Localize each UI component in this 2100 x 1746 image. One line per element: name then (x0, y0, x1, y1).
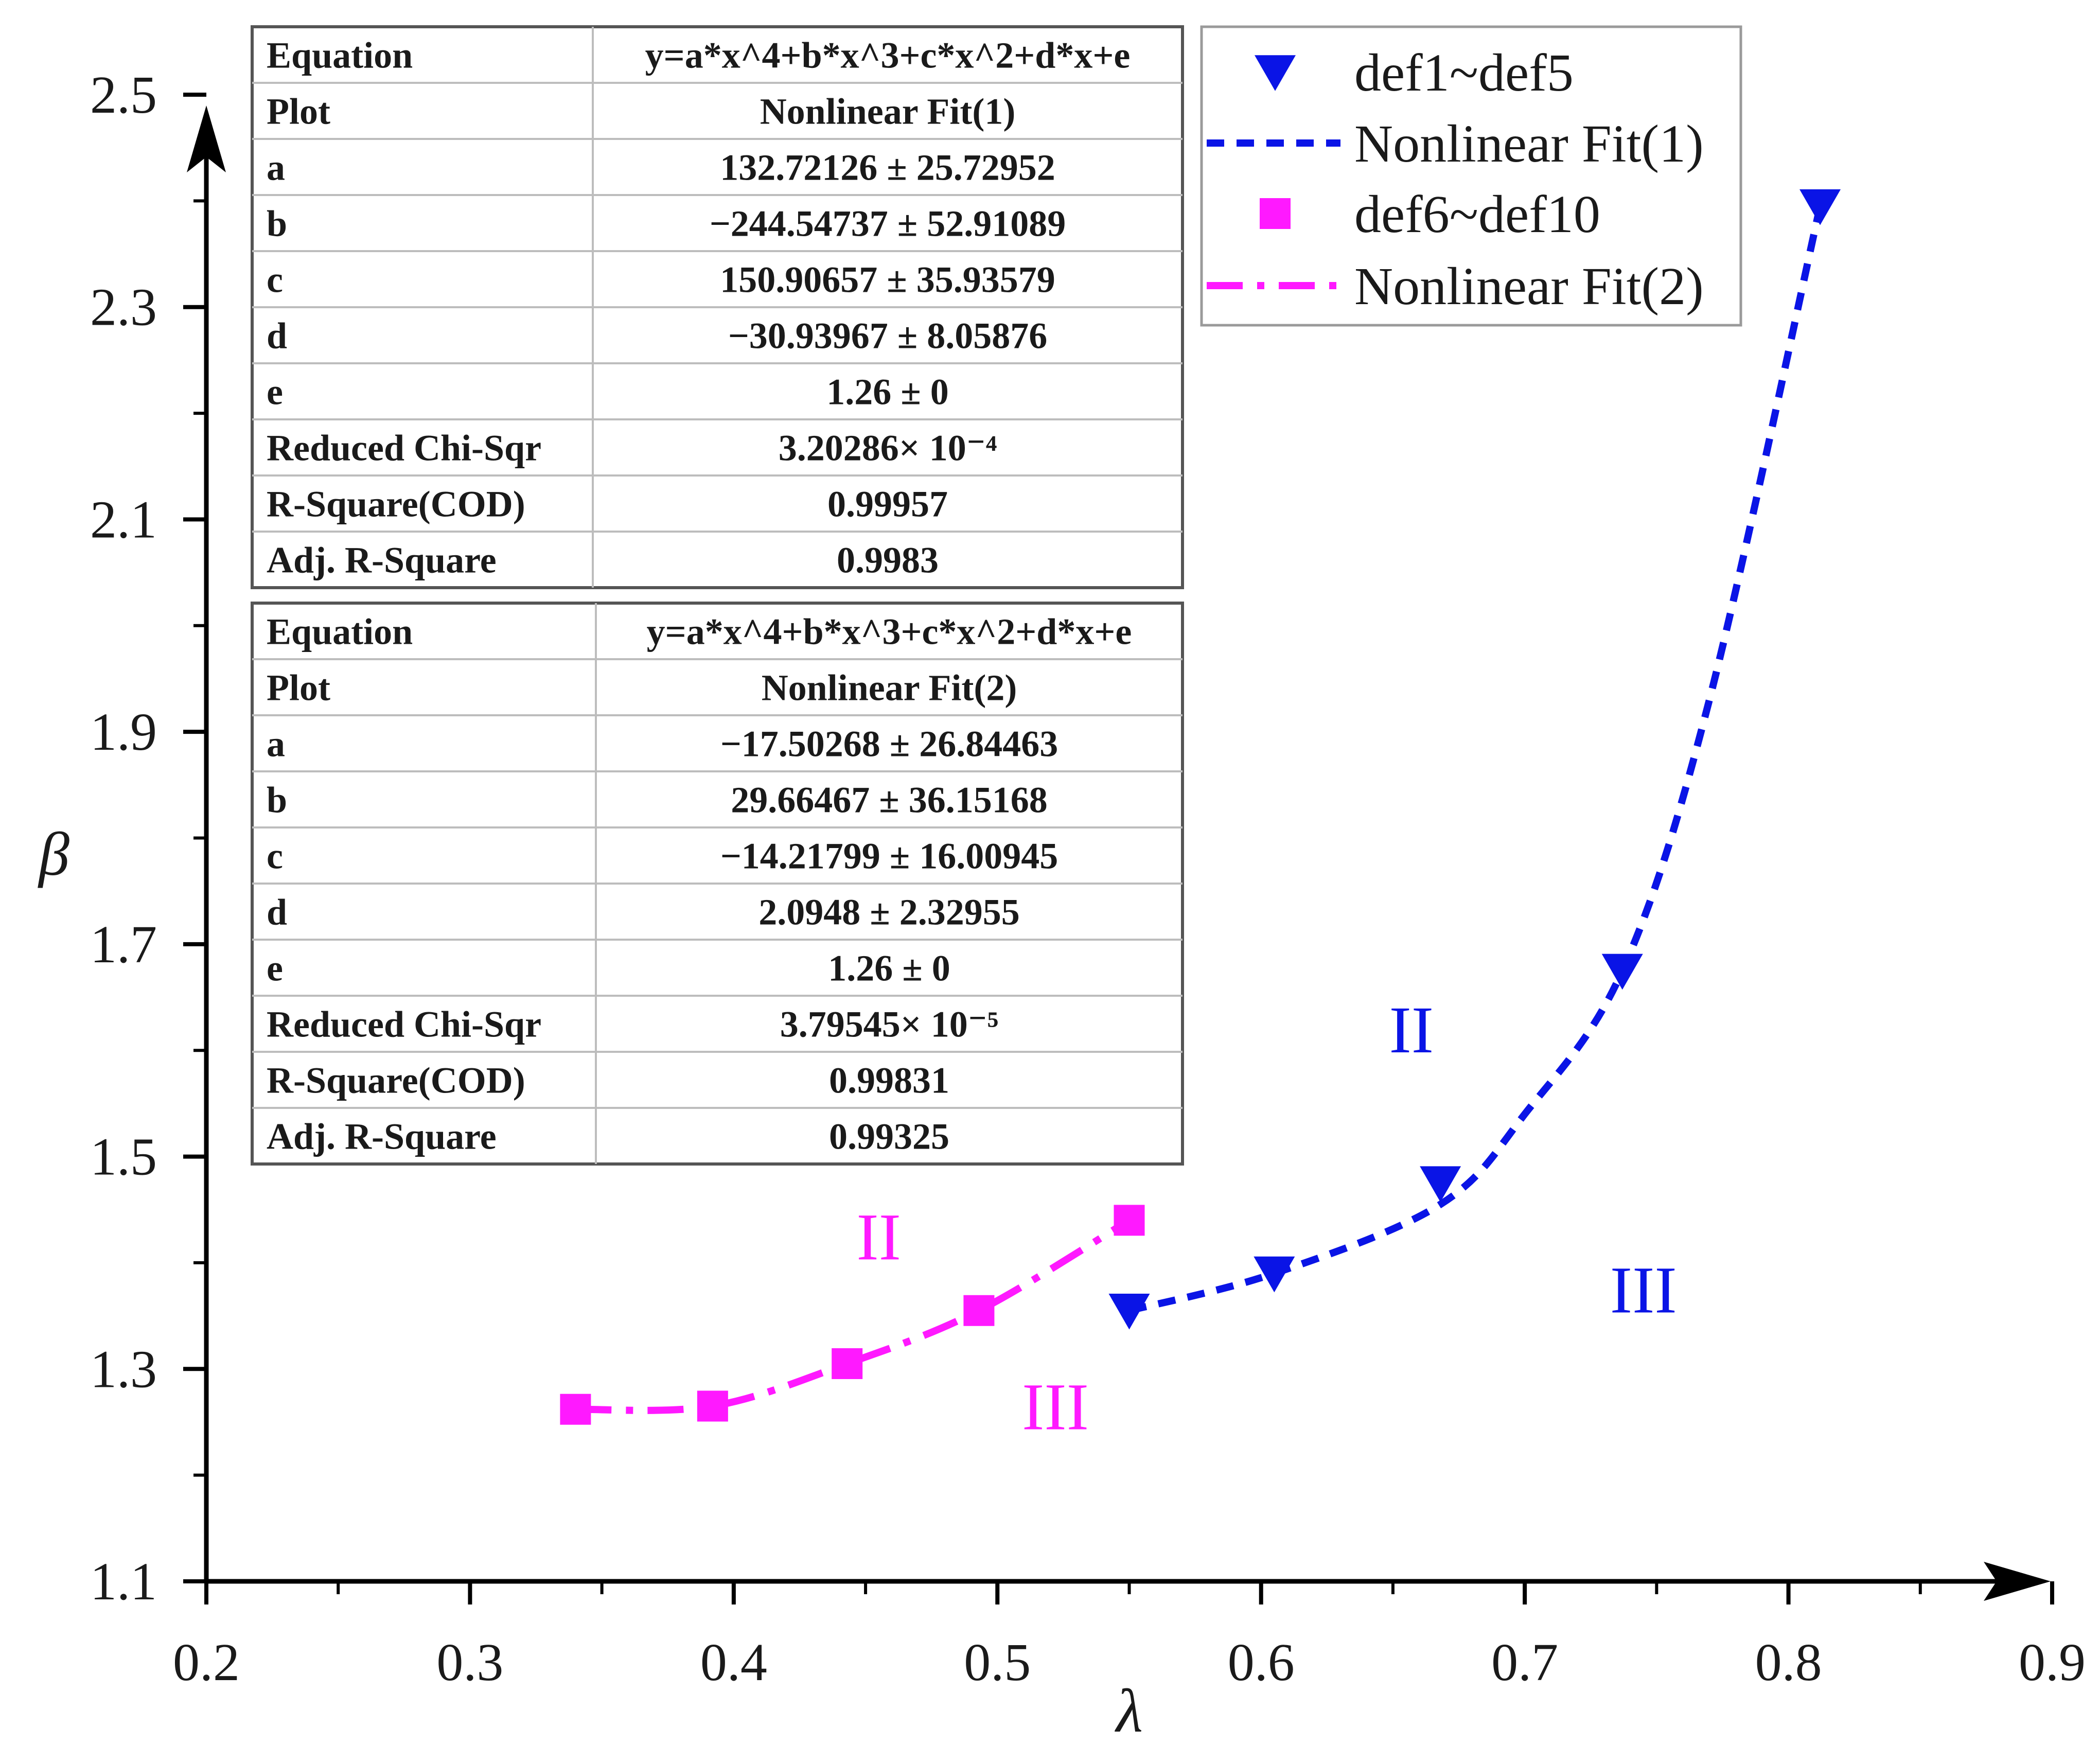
y-tick-label: 1.3 (90, 1339, 157, 1399)
x-tick-label: 0.8 (1755, 1633, 1822, 1692)
x-tick-label: 0.3 (436, 1633, 503, 1692)
x-tick-label: 0.2 (173, 1633, 240, 1692)
fit-table-1: Equation y=a*x^4+b*x^3+c*x^2+d*x+e Plot Non… (251, 25, 1184, 589)
table-cell-value: 29.66467 ± 36.15168 (731, 780, 1048, 821)
y-tick-label: 2.1 (90, 490, 157, 549)
legend-key-1 (1255, 55, 1296, 91)
legend: def1~def5 Nonlinear Fit(1) def6~def10 Nonli… (1200, 25, 1742, 327)
y-tick-label: 1.7 (90, 915, 157, 974)
y-tick-label: 1.5 (90, 1127, 157, 1187)
table-cell-value: −30.93967 ± 8.05876 (728, 315, 1048, 357)
table-cell-value: −17.50268 ± 26.84463 (720, 724, 1058, 765)
x-tick-label: 0.5 (964, 1633, 1031, 1692)
table-cell-label: e (267, 948, 283, 989)
y-tick-label: 1.9 (90, 702, 157, 762)
data-point-square (697, 1390, 728, 1422)
data-point-triangle (1108, 1293, 1150, 1330)
data-point-square (560, 1394, 591, 1425)
legend-box (1200, 25, 1742, 327)
legend-marker-square (1260, 198, 1291, 229)
table-cell-label: Plot (267, 667, 330, 709)
table-cell-value: 150.90657 ± 35.93579 (720, 259, 1055, 301)
table-cell-value: 1.26 ± 0 (828, 948, 950, 989)
table-cell-value: y=a*x^4+b*x^3+c*x^2+d*x+e (647, 611, 1132, 652)
y-tick-label: 1.1 (90, 1552, 157, 1611)
y-tick-label: 2.3 (90, 278, 157, 337)
table-cell-value: −14.21799 ± 16.00945 (720, 836, 1058, 877)
legend-marker-triangle (1255, 55, 1296, 91)
series-group (560, 189, 1841, 1425)
table-cell-label: Equation (267, 35, 413, 76)
table-cell-label: Adj. R-Square (267, 1116, 497, 1157)
x-tick-label: 0.7 (1491, 1633, 1558, 1692)
table-cell-label: a (267, 724, 285, 765)
data-point-triangle (1254, 1256, 1295, 1293)
table-cell-value: y=a*x^4+b*x^3+c*x^2+d*x+e (645, 35, 1131, 76)
fit-tables: Equation y=a*x^4+b*x^3+c*x^2+d*x+e Plot Non… (251, 25, 1184, 1166)
data-point-square (832, 1348, 863, 1379)
region-label: II (856, 1200, 901, 1274)
table-cell-label: c (267, 836, 283, 877)
legend-label: def6~def10 (1354, 185, 1600, 244)
table-cell-value: 132.72126 ± 25.72952 (720, 147, 1055, 188)
table-cell-value: 3.20286× 10⁻⁴ (779, 428, 997, 469)
table-cell-value: 1.26 ± 0 (826, 372, 949, 413)
table-cell-label: c (267, 259, 283, 301)
table-cell-value: 0.99831 (829, 1060, 949, 1101)
y-axis-title: β (38, 820, 69, 888)
y-tick-label: 2.5 (90, 65, 157, 125)
x-tick-label: 0.4 (700, 1633, 767, 1692)
fit-line-2 (1128, 205, 1824, 1314)
table-cell-label: Plot (267, 91, 330, 132)
table-cell-value: 0.99325 (829, 1116, 949, 1157)
legend-label: Nonlinear Fit(1) (1354, 114, 1704, 173)
table-cell-value: 3.79545× 10⁻⁵ (780, 1004, 999, 1045)
region-label: III (1022, 1370, 1089, 1444)
legend-label: Nonlinear Fit(2) (1354, 257, 1704, 316)
data-point-triangle (1420, 1166, 1461, 1202)
y-axis-arrow (187, 105, 226, 172)
table-cell-label: Reduced Chi-Sqr (267, 428, 541, 469)
table-cell-value: −244.54737 ± 52.91089 (710, 203, 1066, 244)
data-point-triangle (1601, 954, 1643, 990)
table-cell-label: d (267, 892, 287, 933)
table-cell-value: Nonlinear Fit(1) (760, 91, 1016, 132)
legend-label: def1~def5 (1354, 43, 1574, 102)
table-cell-value: 0.99957 (827, 484, 948, 525)
axes-group: 0.2 0.3 0.4 0.5 0.6 0.7 0.8 0.9 1.1 1.3 1.5 1.7 1.9 2… (38, 65, 2086, 1745)
table-cell-label: a (267, 147, 285, 188)
table-cell-label: R-Square(COD) (267, 484, 525, 525)
region-label: III (1610, 1254, 1677, 1328)
table-cell-label: Adj. R-Square (267, 540, 497, 581)
fit-table-2: Equation y=a*x^4+b*x^3+c*x^2+d*x+e Plot Non… (251, 602, 1184, 1166)
table-cell-label: Equation (267, 611, 413, 652)
table-cell-label: d (267, 315, 287, 357)
x-tick-label: 0.9 (2019, 1633, 2086, 1692)
x-axis-title: λ (1115, 1677, 1143, 1745)
data-point-triangle (1799, 189, 1841, 225)
x-axis-arrow (1984, 1562, 2051, 1601)
table-cell-value: Nonlinear Fit(2) (762, 667, 1017, 709)
table-cell-value: 0.9983 (837, 540, 939, 581)
table-cell-label: b (267, 203, 287, 244)
table-cell-label: e (267, 372, 283, 413)
data-point-square (963, 1295, 995, 1326)
fit-line-4 (575, 1217, 1132, 1414)
region-label: II (1389, 993, 1434, 1067)
table-cell-label: R-Square(COD) (267, 1060, 525, 1101)
data-point-square (1114, 1205, 1145, 1236)
table-cell-label: Reduced Chi-Sqr (267, 1004, 541, 1045)
x-tick-label: 0.6 (1228, 1633, 1295, 1692)
legend-key-3 (1260, 198, 1291, 229)
table-cell-value: 2.0948 ± 2.32955 (758, 892, 1020, 933)
table-cell-label: b (267, 780, 287, 821)
